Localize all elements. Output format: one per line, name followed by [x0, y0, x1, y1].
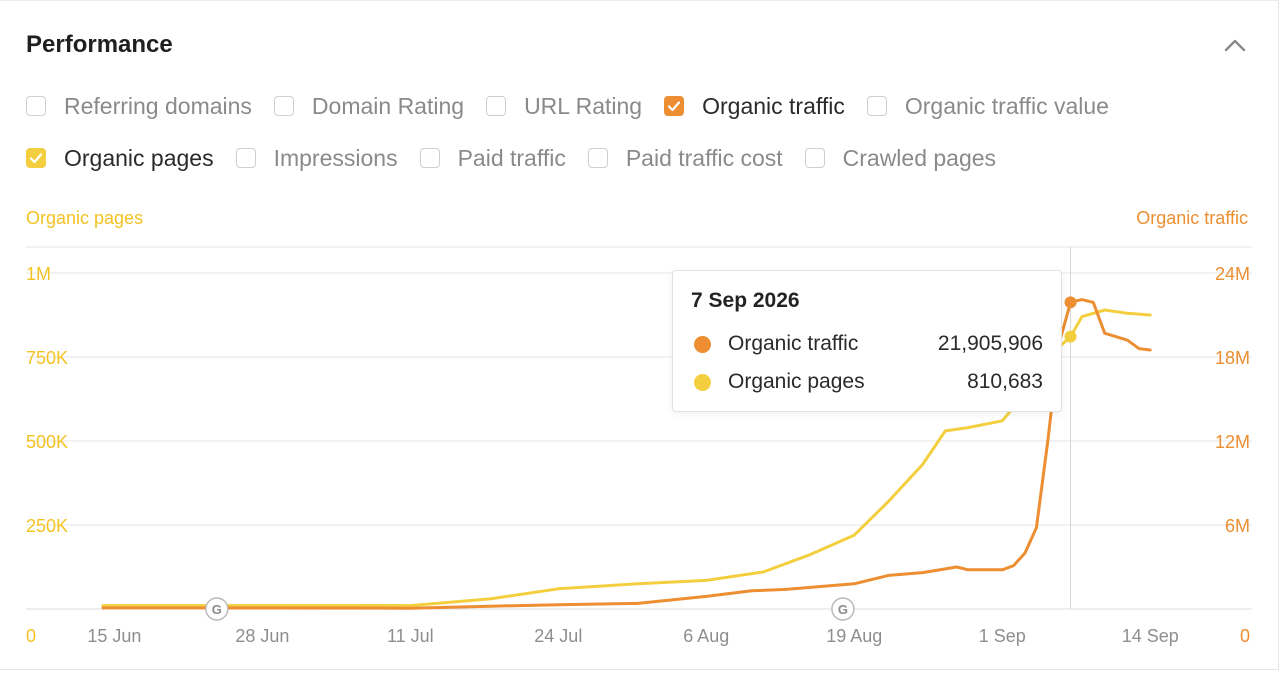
metric-label: Organic pages	[64, 144, 214, 171]
metric-toggle-domain-rating[interactable]: Domain Rating	[273, 92, 465, 120]
metric-toggle-url-rating[interactable]: URL Rating	[486, 93, 642, 120]
y-left-tick-label: 500K	[26, 432, 68, 452]
tooltip-row-organic-pages: Organic pages 810,683	[691, 363, 1043, 401]
tooltip-date: 7 Sep 2026	[691, 289, 800, 312]
metric-label: Organic traffic value	[904, 92, 1109, 119]
google-update-marker-icon[interactable]: G	[205, 597, 229, 621]
metric-label: Organic traffic	[702, 92, 845, 119]
metric-label: Domain Rating	[311, 92, 465, 119]
metric-toggle-organic-traffic-value[interactable]: Organic traffic value	[866, 92, 1109, 120]
metric-toggle-crawled-pages[interactable]: Crawled pages	[804, 144, 997, 172]
collapse-button[interactable]	[1222, 33, 1248, 59]
metric-row-1: Referring domains Domain Rating URL Rating…	[26, 85, 1266, 127]
y-right-tick-label: 12M	[1215, 432, 1250, 452]
y-right-tick-label: 18M	[1215, 348, 1250, 368]
metric-toggle-organic-pages[interactable]: Organic pages	[26, 145, 214, 172]
metric-label: Paid traffic	[457, 144, 566, 171]
x-tick-label: 1 Sep	[979, 626, 1026, 646]
metric-label: Crawled pages	[842, 144, 997, 171]
panel-title: Performance	[26, 31, 173, 58]
series-line-organic-pages	[101, 308, 1152, 608]
x-tick-label: 19 Aug	[826, 626, 882, 646]
google-update-marker-icon[interactable]: G	[831, 597, 855, 621]
y-left-tick-label: 250K	[26, 516, 68, 536]
y-left-tick-label: 750K	[26, 348, 68, 368]
x-tick-label: 15 Jun	[87, 626, 141, 646]
y-left-tick-label: 0	[26, 626, 36, 646]
google-marker-glyph: G	[212, 602, 222, 617]
metric-toggle-impressions[interactable]: Impressions	[235, 144, 398, 172]
tooltip-metric-name: Organic pages	[728, 370, 865, 393]
tooltip-metric-value: 810,683	[967, 370, 1043, 393]
performance-chart[interactable]: 0 250K 500K 750K 1M 0 6M 12M 18M 24M 15 Jun 28 Jun 1…	[0, 1, 1280, 669]
google-marker-circle	[205, 597, 229, 621]
metric-label: URL Rating	[524, 92, 643, 119]
metric-toggle-referring-domains[interactable]: Referring domains	[26, 93, 252, 120]
checkbox-icon[interactable]	[273, 96, 294, 116]
metric-label: Referring domains	[64, 92, 252, 119]
checkbox-icon[interactable]	[419, 148, 440, 168]
checkbox-icon[interactable]	[26, 96, 46, 116]
highlight-point-organic-traffic	[1064, 296, 1077, 309]
x-tick-label: 14 Sep	[1122, 626, 1179, 646]
organic-traffic-dot	[694, 335, 711, 353]
chevron-up-icon	[1224, 39, 1246, 52]
y-right-tick-label: 24M	[1215, 264, 1250, 284]
left-axis-title: Organic pages	[26, 208, 144, 228]
google-marker-glyph: G	[838, 602, 848, 617]
chart-tooltip: 7 Sep 2026 Organic traffic 21,905,906 Or…	[672, 270, 1062, 412]
x-tick-label: 28 Jun	[235, 626, 289, 646]
metric-toggle-paid-traffic[interactable]: Paid traffic	[419, 144, 566, 172]
metric-label: Impressions	[273, 144, 398, 171]
tooltip-metric-name: Organic traffic	[728, 332, 859, 355]
metric-toggles: Referring domains Domain Rating URL Rating…	[26, 85, 1266, 189]
checkbox-icon[interactable]	[235, 148, 256, 168]
checkbox-checked-icon[interactable]	[26, 148, 46, 168]
google-marker-circle	[831, 597, 855, 621]
y-left-tick-label: 1M	[26, 264, 51, 284]
tooltip-metric-value: 21,905,906	[937, 332, 1043, 355]
checkbox-icon[interactable]	[587, 148, 608, 168]
highlight-point-organic-pages	[1064, 330, 1077, 343]
y-right-tick-label: 0	[1240, 626, 1250, 646]
performance-panel: Performance Referring domains Domain Rati…	[0, 0, 1279, 670]
checkbox-checked-icon[interactable]	[664, 96, 685, 116]
tooltip-row-organic-traffic: Organic traffic 21,905,906	[691, 325, 1043, 363]
metric-toggle-paid-traffic-cost[interactable]: Paid traffic cost	[587, 144, 783, 172]
x-tick-label: 6 Aug	[683, 626, 729, 646]
y-right-tick-label: 6M	[1225, 516, 1250, 536]
metric-label: Paid traffic cost	[625, 144, 783, 171]
checkbox-icon[interactable]	[866, 96, 887, 116]
organic-pages-dot	[694, 373, 711, 391]
series-line-organic-traffic	[101, 298, 1152, 610]
checkbox-icon[interactable]	[804, 148, 825, 168]
right-axis-title: Organic traffic	[1136, 208, 1248, 228]
x-tick-label: 11 Jul	[387, 626, 434, 646]
metric-toggle-organic-traffic[interactable]: Organic traffic	[664, 93, 845, 120]
checkbox-icon[interactable]	[486, 96, 507, 116]
metric-row-2: Organic pages Impressions Paid traffic Paid…	[26, 137, 1266, 179]
x-tick-label: 24 Jul	[534, 626, 582, 646]
